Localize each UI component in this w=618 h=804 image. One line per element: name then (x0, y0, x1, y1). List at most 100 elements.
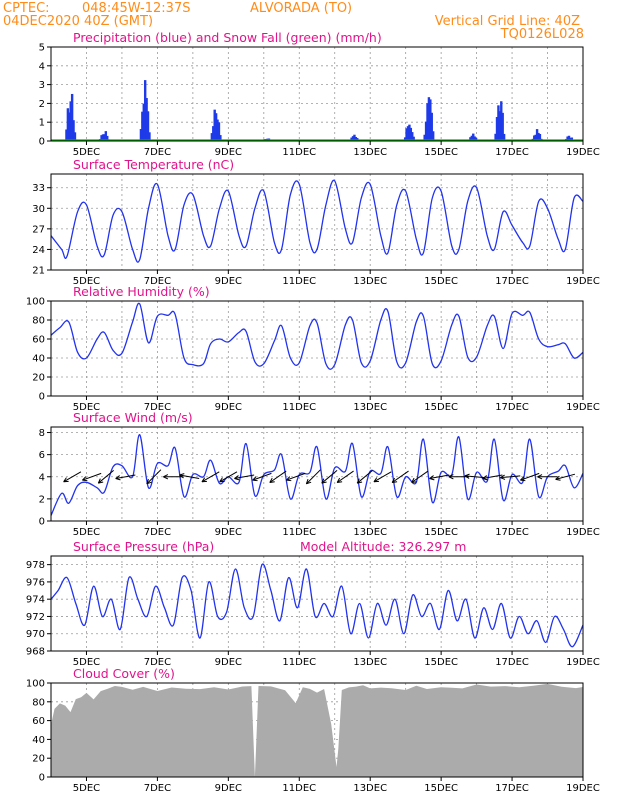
y-tick-label: 1 (39, 118, 45, 129)
x-tick-label: 15DEC (424, 147, 458, 158)
y-tick-label: 40 (32, 735, 45, 746)
x-tick-label: 15DEC (424, 657, 458, 668)
y-tick-label: 968 (26, 647, 45, 658)
x-tick-label: 9DEC (215, 527, 242, 538)
x-tick-label: 17DEC (495, 402, 529, 413)
y-tick-label: 0 (39, 517, 45, 528)
y-tick-label: 3 (39, 80, 45, 91)
x-tick-label: 17DEC (495, 527, 529, 538)
panel-title: Surface Temperature (nC) (73, 157, 234, 172)
y-tick-label: 0 (39, 773, 45, 784)
x-tick-label: 19DEC (566, 783, 600, 794)
x-tick-label: 11DEC (282, 402, 316, 413)
wind-arrow (556, 474, 575, 480)
x-tick-label: 17DEC (495, 276, 529, 287)
y-tick-label: 40 (32, 354, 45, 365)
x-tick-label: 11DEC (282, 657, 316, 668)
x-tick-label: 7DEC (144, 783, 171, 794)
x-tick-label: 11DEC (282, 527, 316, 538)
header-code: TQ0126L028 (500, 27, 584, 42)
x-tick-label: 11DEC (282, 276, 316, 287)
wind-arrow (357, 470, 372, 483)
plot-frame (51, 556, 583, 651)
header-station: ALVORADA (TO) (250, 1, 352, 16)
y-tick-label: 60 (32, 335, 45, 346)
x-tick-label: 13DEC (353, 147, 387, 158)
x-tick-label: 19DEC (566, 147, 600, 158)
y-tick-label: 974 (26, 595, 45, 606)
wind-arrow (82, 473, 101, 480)
x-tick-label: 9DEC (215, 657, 242, 668)
panel-title: Precipitation (blue) and Snow Fall (gree… (73, 30, 382, 45)
x-tick-label: 13DEC (353, 783, 387, 794)
wind-arrow (412, 471, 428, 482)
x-tick-label: 15DEC (424, 402, 458, 413)
y-tick-label: 972 (26, 612, 45, 623)
x-tick-label: 5DEC (73, 527, 100, 538)
y-tick-label: 8 (39, 428, 45, 439)
x-tick-label: 15DEC (424, 527, 458, 538)
panel-title: Cloud Cover (%) (73, 666, 175, 681)
y-tick-label: 20 (32, 373, 45, 384)
y-tick-label: 5 (39, 43, 45, 54)
y-tick-label: 6 (39, 450, 45, 461)
panel-title: Surface Pressure (hPa) (73, 539, 214, 554)
temperature-series-line (51, 180, 583, 262)
y-tick-label: 33 (32, 183, 45, 194)
humidity-series-line (51, 303, 583, 369)
x-tick-label: 13DEC (353, 402, 387, 413)
x-tick-label: 19DEC (566, 657, 600, 668)
y-tick-label: 100 (26, 679, 45, 690)
y-tick-label: 970 (26, 629, 45, 640)
model-altitude-note: Model Altitude: 326.297 m (300, 539, 466, 554)
y-tick-label: 2 (39, 99, 45, 110)
x-tick-label: 19DEC (566, 527, 600, 538)
x-tick-label: 15DEC (424, 783, 458, 794)
x-tick-label: 13DEC (353, 527, 387, 538)
pressure-series-line (51, 564, 583, 647)
y-tick-label: 60 (32, 716, 45, 727)
x-tick-label: 7DEC (144, 527, 171, 538)
x-tick-label: 17DEC (495, 783, 529, 794)
y-tick-label: 21 (32, 266, 45, 277)
x-tick-label: 17DEC (495, 657, 529, 668)
y-tick-label: 0 (39, 392, 45, 403)
x-tick-label: 13DEC (353, 276, 387, 287)
x-tick-label: 9DEC (215, 783, 242, 794)
plot-frame (51, 174, 583, 270)
y-tick-label: 27 (32, 224, 45, 235)
x-tick-label: 19DEC (566, 402, 600, 413)
y-tick-label: 976 (26, 577, 45, 588)
header-run: 04DEC2020 40Z (GMT) (3, 14, 153, 29)
y-tick-label: 20 (32, 754, 45, 765)
wind-series-line (51, 435, 583, 516)
x-tick-label: 11DEC (282, 783, 316, 794)
y-tick-label: 100 (26, 297, 45, 308)
x-tick-label: 19DEC (566, 276, 600, 287)
y-tick-label: 24 (32, 245, 45, 256)
panel-title: Surface Wind (m/s) (73, 410, 193, 425)
wind-arrow (306, 470, 320, 484)
y-tick-label: 80 (32, 316, 45, 327)
x-tick-label: 11DEC (282, 147, 316, 158)
x-tick-label: 5DEC (73, 783, 100, 794)
wind-arrow (322, 470, 337, 483)
y-tick-label: 978 (26, 560, 45, 571)
x-tick-label: 17DEC (495, 147, 529, 158)
x-tick-label: 13DEC (353, 657, 387, 668)
cloud-cover-area (51, 684, 583, 777)
y-tick-label: 4 (39, 61, 45, 72)
plot-frame (51, 427, 583, 521)
y-tick-label: 30 (32, 204, 45, 215)
x-tick-label: 9DEC (215, 402, 242, 413)
panel-title: Relative Humidity (%) (73, 284, 210, 299)
y-tick-label: 4 (39, 472, 45, 483)
